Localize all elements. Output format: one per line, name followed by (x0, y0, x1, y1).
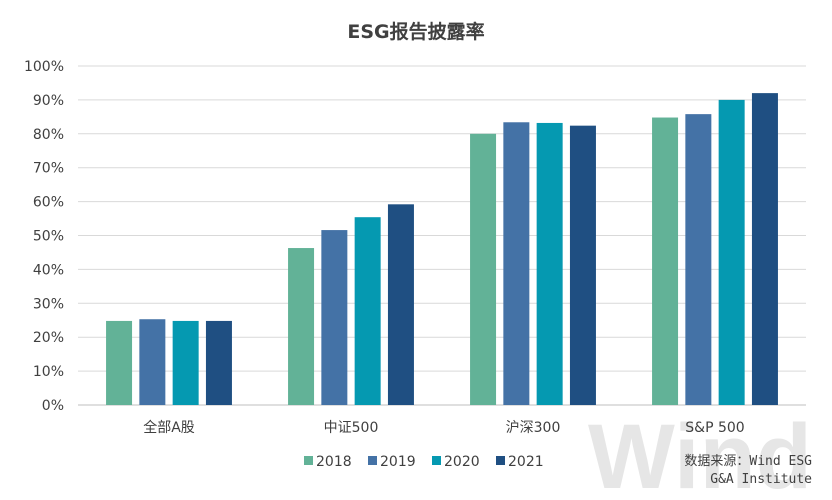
bars (106, 93, 778, 406)
bar (387, 204, 414, 405)
category-labels: 全部A股 中证500 沪深300 S&P 500 (143, 419, 745, 436)
y-tick-label: 100% (24, 59, 64, 75)
legend-swatch (496, 456, 505, 465)
bar (172, 320, 199, 405)
bar (751, 93, 778, 406)
bar (536, 122, 563, 406)
gridlines (78, 65, 806, 406)
category-label: 中证500 (324, 420, 379, 436)
category-label: 沪深300 (506, 420, 561, 436)
legend-label: 2021 (508, 454, 544, 470)
y-tick-label: 70% (33, 161, 64, 177)
legend: 2018 2019 2020 2021 (304, 454, 544, 470)
y-tick-label: 80% (33, 127, 64, 143)
category-label: S&P 500 (685, 420, 744, 436)
y-tick-label: 10% (33, 364, 64, 380)
bar (569, 125, 596, 405)
y-axis-ticks: 0% 10% 20% 30% 40% 50% 60% 70% 80% 90% 100% (24, 59, 64, 414)
bar (288, 248, 315, 405)
legend-label: 2020 (444, 454, 480, 470)
legend-swatch (432, 456, 441, 465)
legend-label: 2018 (316, 454, 352, 470)
y-tick-label: 60% (33, 195, 64, 211)
legend-swatch (304, 456, 313, 465)
legend-swatch (368, 456, 377, 465)
bar (106, 320, 133, 405)
bar (139, 319, 166, 405)
y-tick-label: 40% (33, 262, 64, 278)
bar (652, 117, 679, 405)
source-line-2: G&A Institute (710, 472, 812, 487)
bar (205, 320, 232, 405)
chart-title: ESG报告披露率 (347, 20, 484, 43)
y-tick-label: 90% (33, 93, 64, 109)
bar (470, 133, 497, 406)
bar (685, 114, 712, 405)
y-tick-label: 0% (42, 398, 64, 414)
bar (321, 230, 348, 405)
y-tick-label: 30% (33, 296, 64, 312)
legend-label: 2019 (380, 454, 416, 470)
y-tick-label: 20% (33, 330, 64, 346)
y-tick-label: 50% (33, 229, 64, 245)
source-line-1: 数据来源：Wind ESG (684, 454, 812, 469)
bar (718, 99, 745, 406)
wind-watermark: Wind (588, 406, 812, 500)
bar (503, 122, 530, 406)
bar (354, 217, 381, 405)
category-label: 全部A股 (143, 419, 195, 436)
